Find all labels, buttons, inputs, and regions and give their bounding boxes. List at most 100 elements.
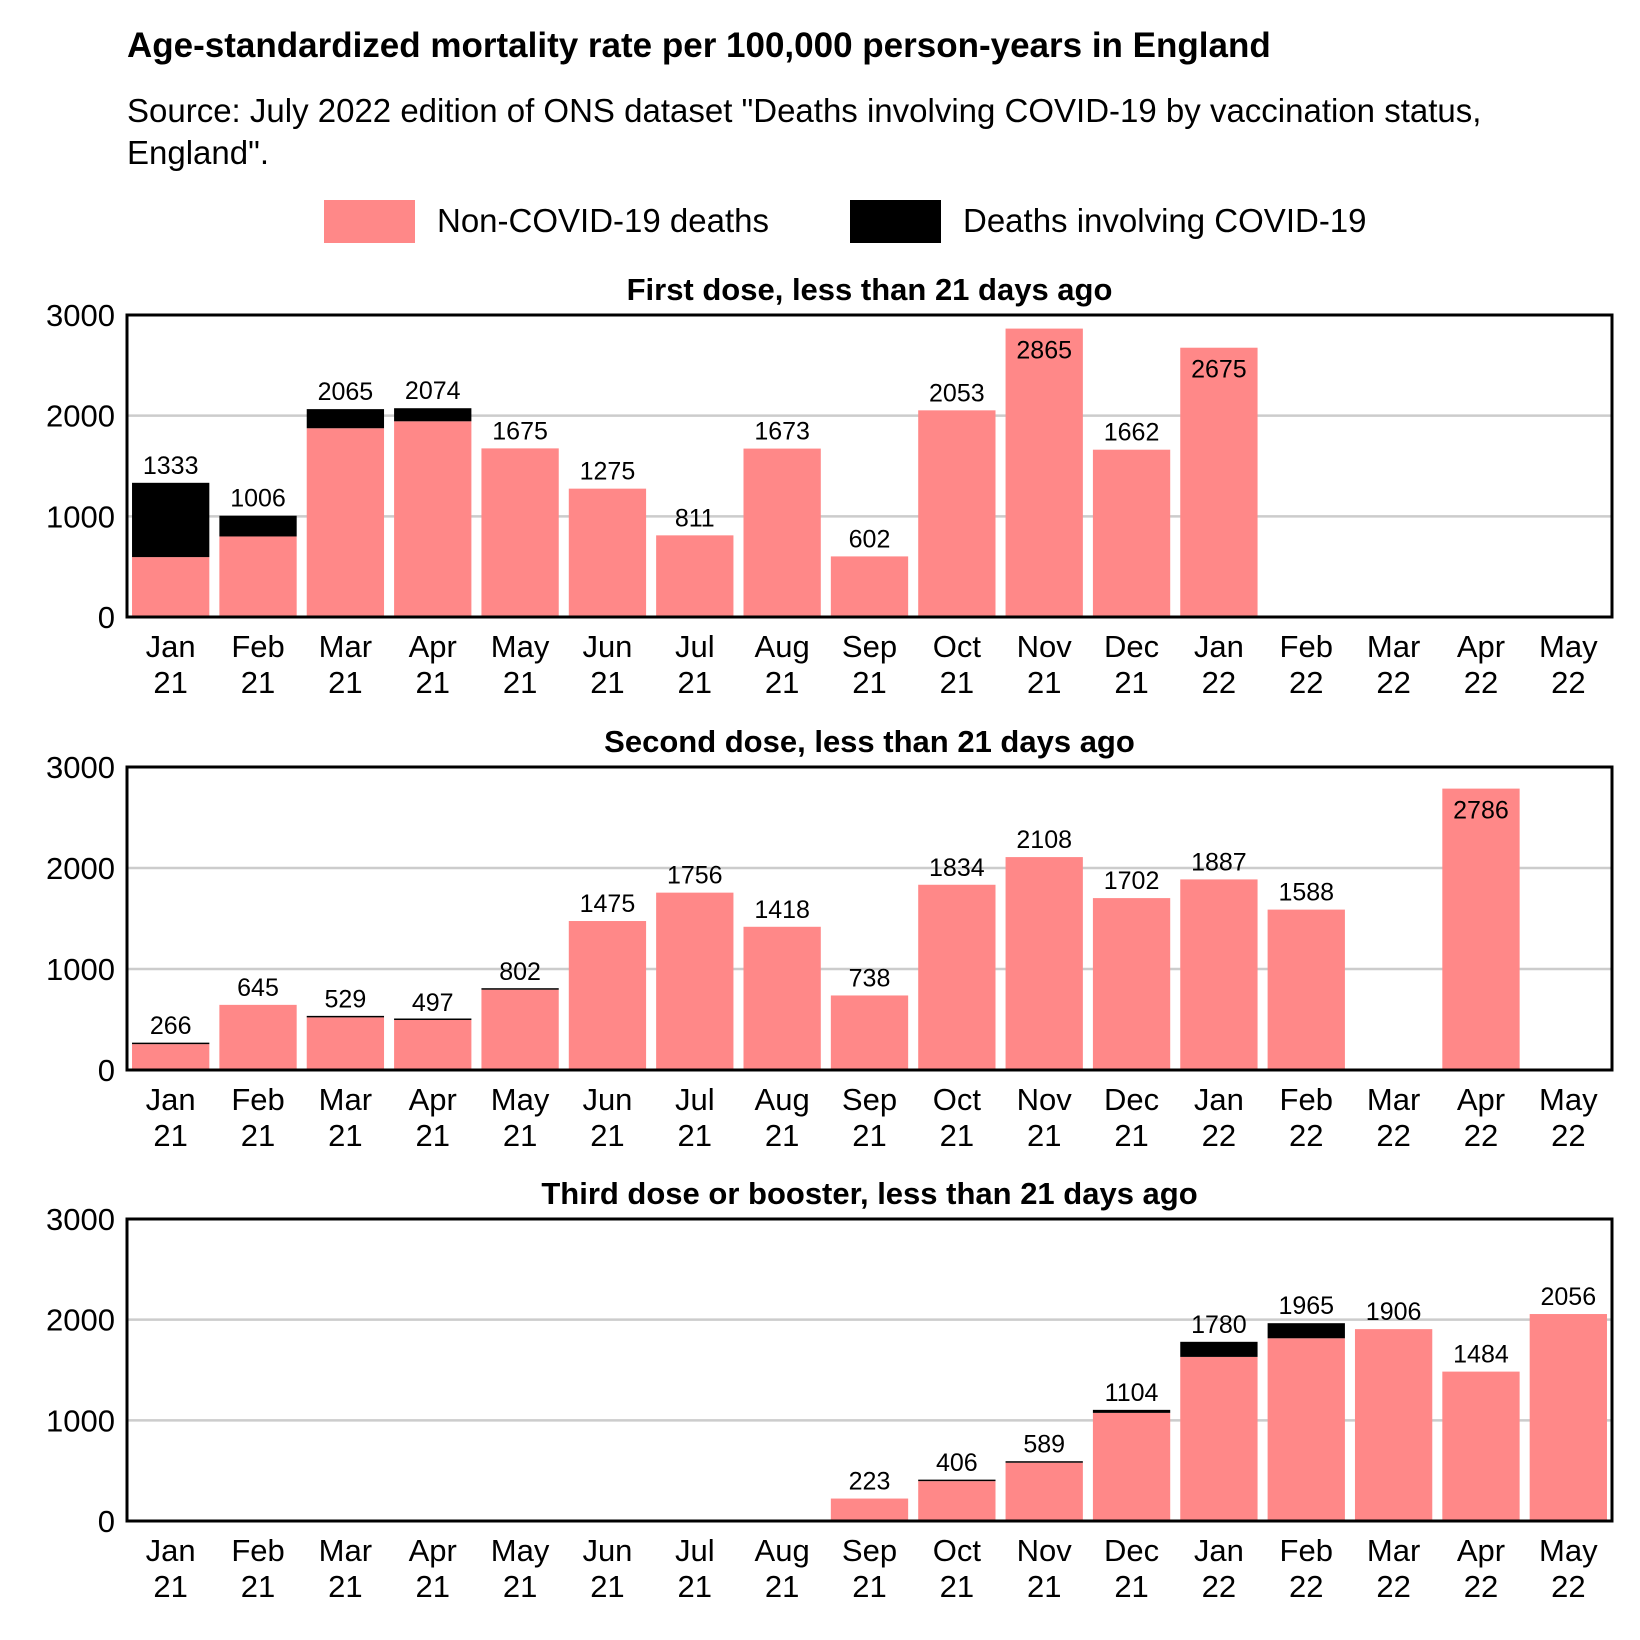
legend-item-non-covid: Non-COVID-19 deaths — [324, 196, 769, 246]
x-tick-label-month: Oct — [933, 629, 982, 664]
y-tick-label: 2000 — [46, 851, 115, 886]
y-tick-label: 0 — [98, 600, 115, 635]
x-tick-label-month: Mar — [1367, 1082, 1420, 1117]
x-tick-label-month: Aug — [755, 1533, 810, 1568]
x-tick-label-month: May — [491, 629, 550, 664]
y-tick-label: 3000 — [46, 298, 115, 333]
x-tick-label-year: 21 — [940, 1118, 974, 1153]
x-tick-label-year: 21 — [765, 665, 799, 700]
bar-covid — [394, 408, 472, 422]
data-label: 2065 — [318, 378, 374, 406]
bar-non-covid — [1092, 1412, 1171, 1521]
x-tick-label-month: Feb — [231, 1082, 284, 1117]
x-tick-label-year: 22 — [1202, 1569, 1236, 1604]
x-tick-label-month: Mar — [1367, 1533, 1420, 1568]
x-tick-label-month: Feb — [1280, 1082, 1333, 1117]
panel-2: Second dose, less than 21 days ago 0 1000 2… — [46, 724, 1614, 1153]
x-tick-label-month: Apr — [409, 1082, 457, 1117]
x-tick-label-month: Sep — [842, 1533, 897, 1568]
bar-non-covid — [743, 448, 821, 617]
x-tick-label-month: Jul — [675, 1533, 715, 1568]
x-tick-label-month: Jan — [146, 1082, 196, 1117]
x-tick-label-year: 21 — [415, 1569, 449, 1604]
data-label: 811 — [675, 504, 715, 532]
bar-non-covid — [1267, 909, 1345, 1070]
data-label: 1673 — [754, 418, 810, 446]
x-tick-label-year: 21 — [153, 1569, 187, 1604]
x-tick-label-month: Apr — [1457, 1082, 1505, 1117]
data-label: 2865 — [1016, 337, 1072, 365]
y-tick-label: 0 — [98, 1504, 115, 1539]
x-tick-label-year: 21 — [328, 1569, 362, 1604]
x-tick-label-year: 21 — [1114, 1569, 1148, 1604]
x-tick-label-month: Nov — [1017, 1533, 1073, 1568]
data-label: 2108 — [1016, 826, 1072, 854]
x-tick-label-year: 21 — [678, 1118, 712, 1153]
x-tick-label-month: Feb — [231, 629, 284, 664]
bar-non-covid — [743, 926, 821, 1070]
data-label: 266 — [150, 1012, 192, 1040]
x-tick-label-year: 22 — [1376, 665, 1410, 700]
x-tick-label-year: 22 — [1551, 1118, 1585, 1153]
bar-covid — [132, 1042, 210, 1045]
x-tick-label-year: 22 — [1289, 1118, 1323, 1153]
y-tick-label: 1000 — [46, 1403, 115, 1438]
x-tick-label-month: Jan — [146, 1533, 196, 1568]
legend-swatch-covid — [850, 199, 941, 243]
x-tick-label-year: 21 — [328, 1118, 362, 1153]
bar-non-covid — [1180, 347, 1258, 617]
data-label: 2675 — [1191, 356, 1247, 384]
data-label: 1006 — [230, 485, 286, 513]
x-tick-label-year: 21 — [1027, 1569, 1061, 1604]
data-label: 1965 — [1278, 1292, 1334, 1320]
x-tick-label-year: 21 — [153, 1118, 187, 1153]
x-tick-label-year: 21 — [852, 1569, 886, 1604]
x-tick-label-month: Jun — [582, 1533, 632, 1568]
x-tick-label-month: Dec — [1104, 1082, 1159, 1117]
x-tick-label-year: 21 — [415, 1118, 449, 1153]
x-tick-label-year: 22 — [1464, 665, 1498, 700]
bar-non-covid — [219, 536, 297, 617]
data-label: 802 — [499, 958, 541, 986]
x-tick-label-month: Apr — [409, 1533, 457, 1568]
y-tick-label: 2000 — [46, 1303, 115, 1338]
bar-non-covid — [918, 884, 996, 1070]
data-label: 223 — [849, 1468, 891, 1496]
data-label: 589 — [1023, 1431, 1065, 1459]
data-label: 1333 — [143, 452, 199, 480]
x-tick-label-year: 21 — [153, 665, 187, 700]
x-tick-label-month: Feb — [1280, 1533, 1333, 1568]
x-tick-label-month: Nov — [1017, 629, 1073, 664]
x-tick-label-year: 21 — [590, 665, 624, 700]
x-tick-label-year: 22 — [1464, 1118, 1498, 1153]
x-tick-label-month: May — [491, 1082, 550, 1117]
x-tick-label-year: 21 — [852, 1118, 886, 1153]
x-tick-label-year: 21 — [678, 1569, 712, 1604]
bar-covid — [1092, 1409, 1171, 1413]
x-tick-label-year: 21 — [241, 1569, 275, 1604]
y-tick-label: 1000 — [46, 952, 115, 987]
x-tick-label-month: Sep — [842, 1082, 897, 1117]
x-tick-label-month: Mar — [1367, 629, 1420, 664]
panel-title: Second dose, less than 21 days ago — [604, 724, 1135, 759]
x-tick-label-year: 22 — [1289, 1569, 1323, 1604]
panel-title: First dose, less than 21 days ago — [627, 272, 1113, 307]
bar-non-covid — [219, 1004, 297, 1070]
bar-non-covid — [656, 535, 734, 617]
x-tick-label-month: Mar — [319, 1533, 372, 1568]
y-tick-label: 1000 — [46, 499, 115, 534]
x-tick-label-month: May — [1539, 1082, 1598, 1117]
bar-non-covid — [306, 1017, 385, 1070]
x-tick-label-year: 21 — [1027, 1118, 1061, 1153]
x-tick-label-month: Mar — [319, 629, 372, 664]
x-tick-label-year: 22 — [1376, 1118, 1410, 1153]
bar-non-covid — [830, 1498, 909, 1521]
x-tick-label-year: 21 — [1027, 665, 1061, 700]
x-tick-label-month: Jul — [675, 1082, 715, 1117]
x-tick-label-month: Sep — [842, 629, 897, 664]
bar-covid — [481, 988, 559, 990]
x-tick-label-year: 21 — [1114, 665, 1148, 700]
x-tick-label-year: 21 — [1114, 1118, 1148, 1153]
x-tick-label-month: Jun — [582, 1082, 632, 1117]
x-tick-label-year: 21 — [241, 665, 275, 700]
